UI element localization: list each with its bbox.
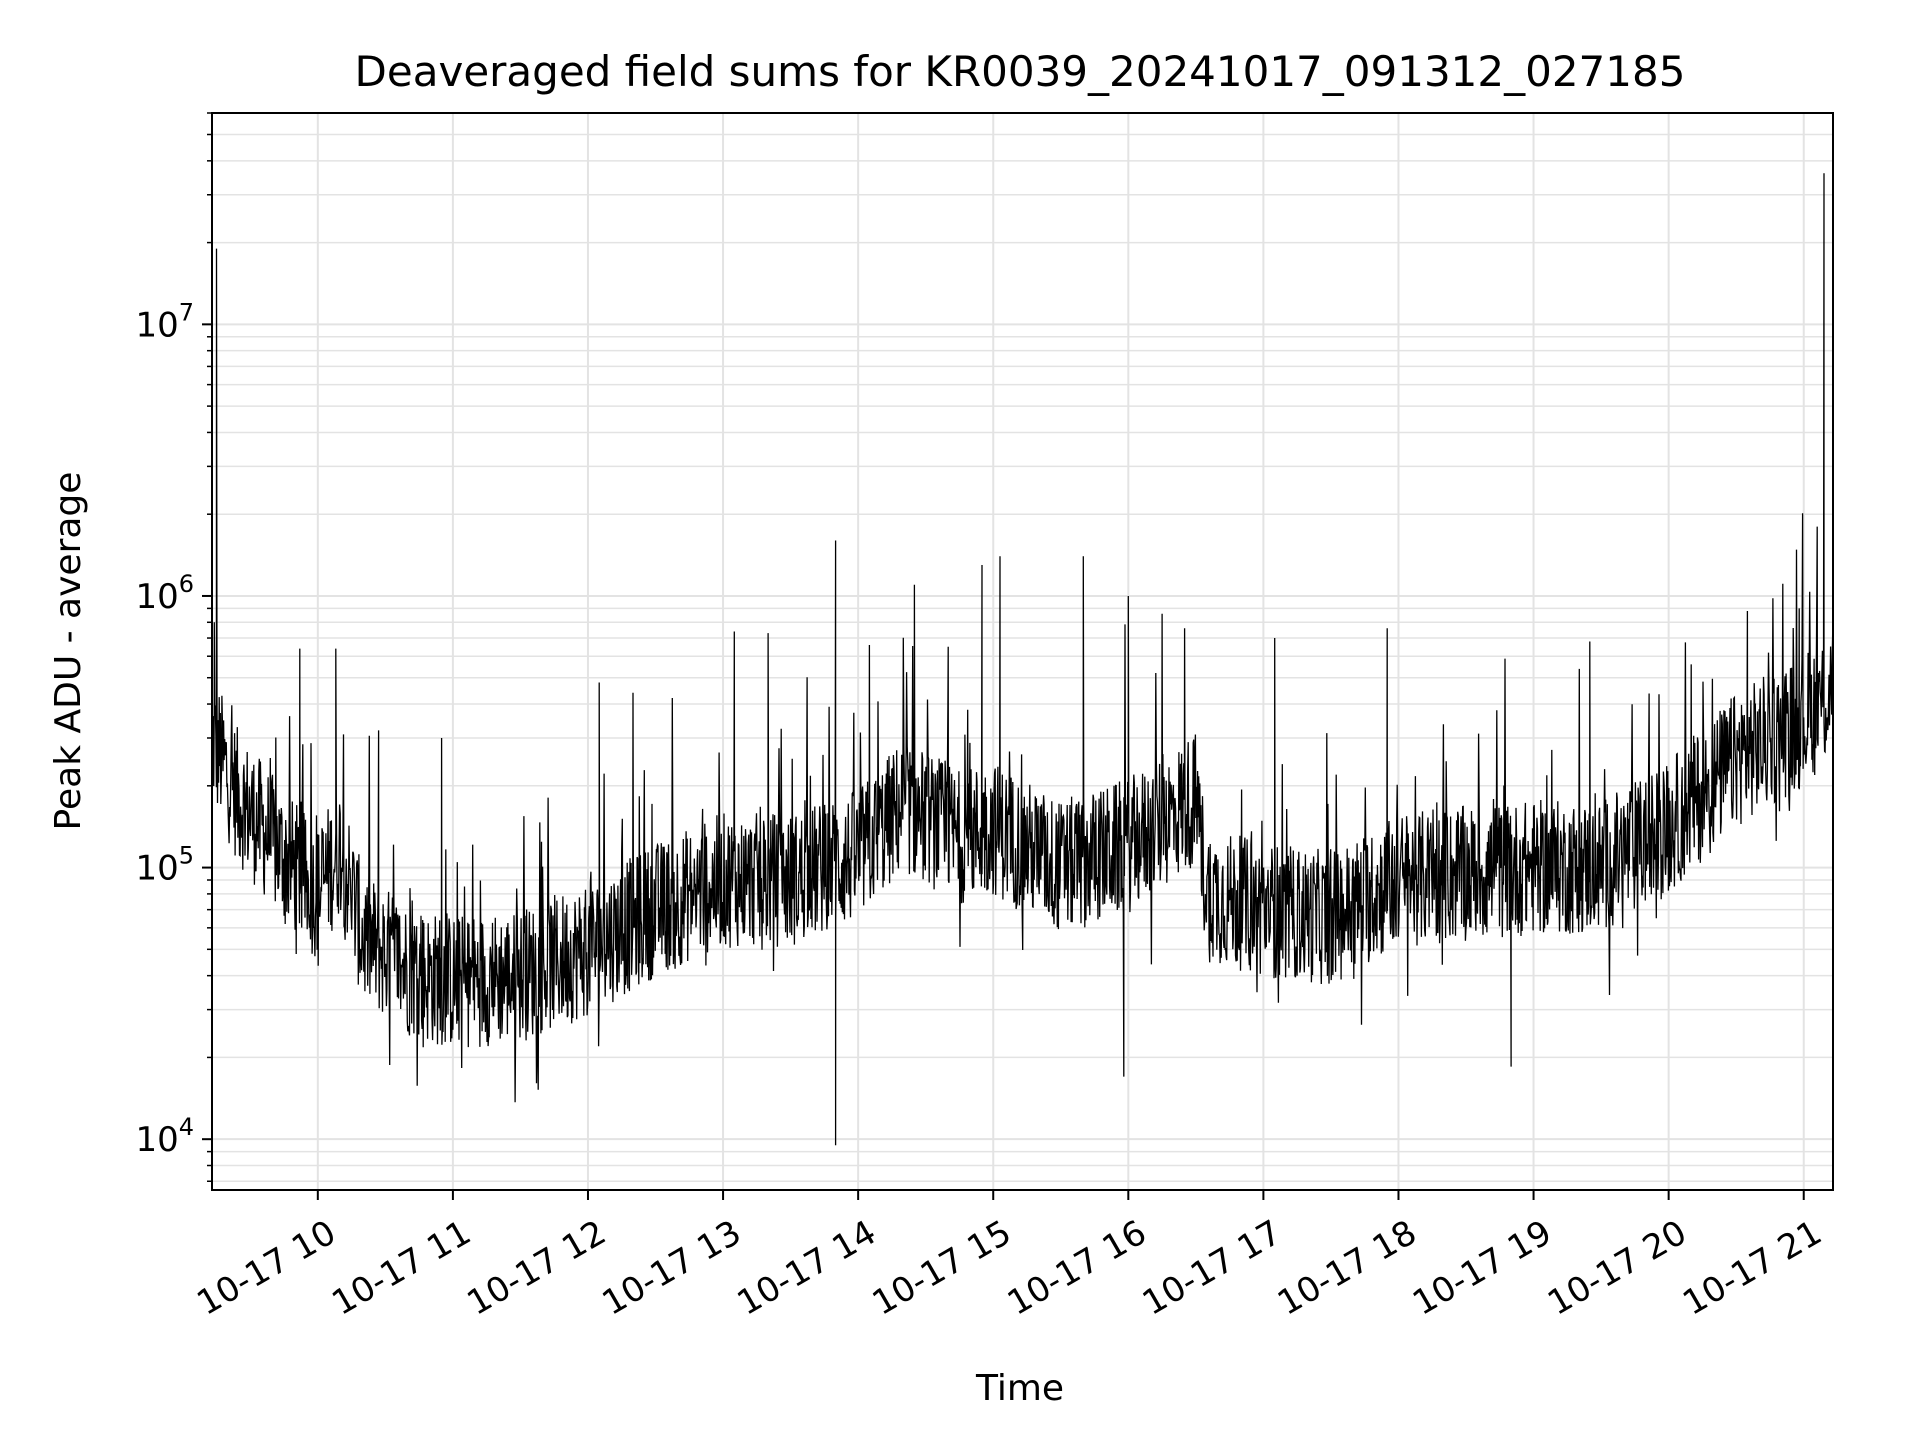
- y-tick-label: 104: [135, 1113, 194, 1160]
- x-axis-label: Time: [975, 1368, 1064, 1409]
- y-tick-label: 106: [135, 570, 194, 617]
- series-line: [211, 173, 1834, 1146]
- series-layer: [211, 173, 1834, 1146]
- chart-title: Deaveraged field sums for KR0039_2024101…: [355, 47, 1686, 96]
- y-axis-label: Peak ADU - average: [48, 472, 89, 831]
- y-tick-label: 105: [135, 842, 194, 889]
- plot-frame: [211, 112, 1834, 1191]
- y-tick-label: 107: [135, 298, 194, 345]
